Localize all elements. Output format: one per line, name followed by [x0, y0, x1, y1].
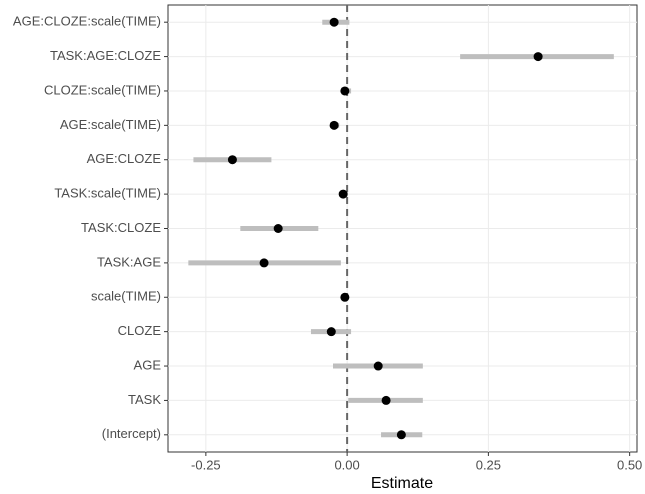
x-tick-label: 0.25	[476, 457, 501, 472]
y-tick-label: AGE:CLOZE	[87, 151, 162, 166]
point	[340, 292, 350, 302]
x-axis-label: Estimate	[371, 475, 433, 492]
y-tick-label: CLOZE:scale(TIME)	[44, 82, 161, 97]
y-tick-label: AGE	[134, 357, 162, 372]
y-tick-label: TASK:AGE	[97, 254, 161, 269]
x-tick-label: 0.50	[617, 457, 642, 472]
point	[273, 224, 283, 233]
point	[533, 52, 543, 62]
point	[259, 258, 269, 268]
point	[227, 155, 237, 165]
point	[329, 17, 339, 27]
point	[340, 86, 350, 96]
y-tick-label: TASK	[128, 392, 161, 407]
y-tick-label: (Intercept)	[102, 426, 161, 441]
point	[326, 327, 336, 337]
x-tick-label: 0.00	[334, 457, 359, 472]
point	[381, 395, 391, 405]
y-tick-label: scale(TIME)	[91, 289, 161, 304]
point	[396, 430, 406, 440]
y-tick-label: TASK:CLOZE	[81, 220, 161, 235]
y-tick-label: AGE:CLOZE:scale(TIME)	[13, 14, 161, 29]
point	[373, 361, 383, 371]
y-tick-label: AGE:scale(TIME)	[60, 117, 161, 132]
x-tick-label: -0.25	[191, 457, 221, 472]
y-tick-label: TASK:AGE:CLOZE	[50, 48, 161, 63]
y-tick-label: CLOZE	[118, 323, 162, 338]
point	[338, 189, 348, 199]
y-tick-label: TASK:scale(TIME)	[54, 186, 161, 201]
point	[329, 120, 339, 130]
